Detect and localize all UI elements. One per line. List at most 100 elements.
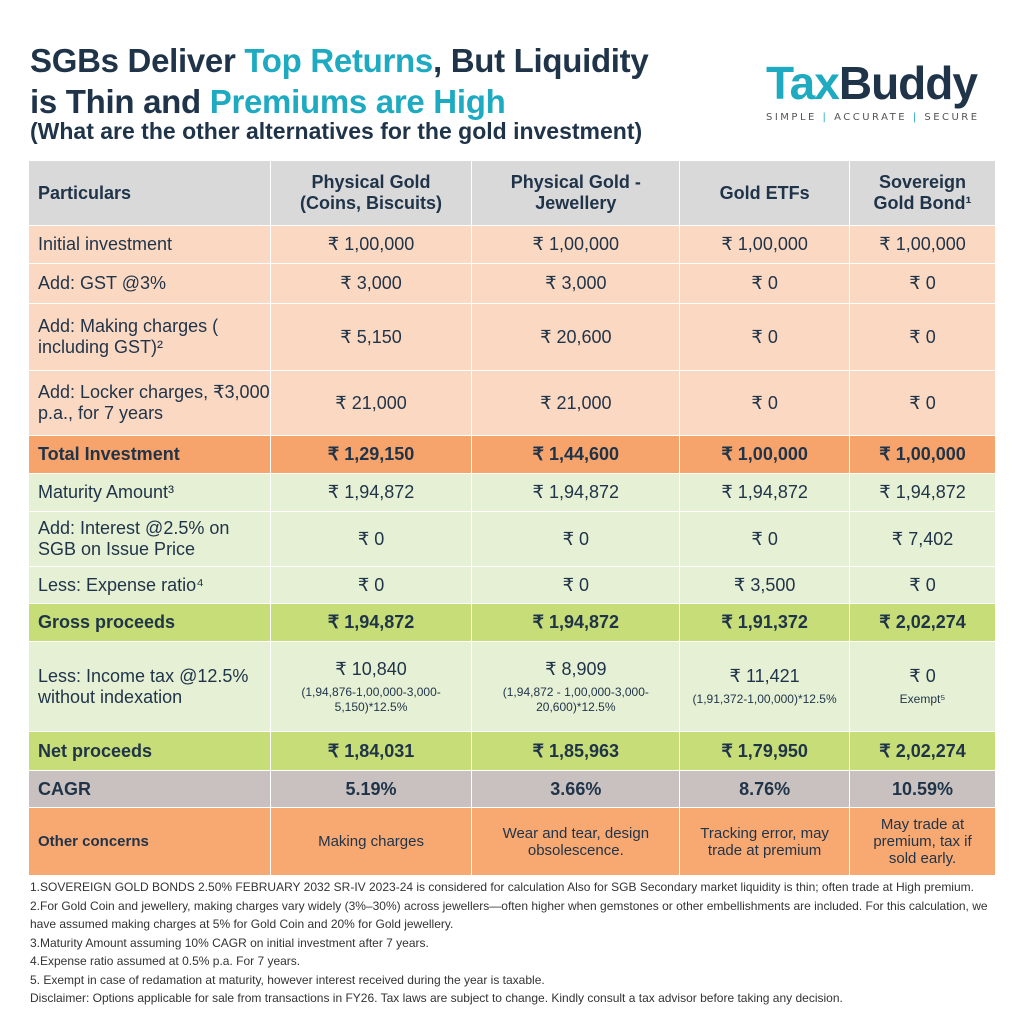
value: ₹ 5,150 <box>340 326 402 347</box>
cell-value: ₹ 1,29,150 <box>269 435 473 474</box>
table-row: Add: Interest @2.5% on SGB on Issue Pric… <box>28 511 996 567</box>
cell-value: ₹ 0 <box>471 566 681 604</box>
cell-value: ₹ 21,000 <box>471 370 681 436</box>
cell-value: ₹ 1,84,031 <box>269 731 473 771</box>
calculation-note: (1,94,872 - 1,00,000-3,000-20,600)*12.5% <box>502 684 649 714</box>
table-row: CAGR 5.19% 3.66% 8.76% 10.59% <box>28 770 996 808</box>
cell-value: ₹ 0 <box>269 566 473 604</box>
cell-value: Tracking error, may trade at premium <box>679 807 851 876</box>
value: ₹ 3,500 <box>733 574 796 595</box>
row-label: Add: GST @3% <box>28 263 271 304</box>
table-row: Add: Making charges ( including GST)² ₹ 5… <box>28 303 996 371</box>
logo-tax: Tax <box>766 57 840 109</box>
value: ₹ 1,85,963 <box>532 740 620 761</box>
value: 3.66% <box>550 778 602 799</box>
value: ₹ 0 <box>357 574 385 595</box>
value: ₹ 1,00,000 <box>879 234 966 254</box>
cell-value: ₹ 1,94,872 <box>269 603 473 642</box>
value: ₹ 7,402 <box>891 528 954 549</box>
title-text: is Thin and <box>30 83 210 120</box>
value: Wear and tear, design obsolescence. <box>502 824 650 859</box>
cell-value: ₹ 0 <box>849 370 996 436</box>
row-label: Net proceeds <box>28 731 271 771</box>
column-header: Sovereign Gold Bond¹ <box>849 160 996 226</box>
value: ₹ 11,421 <box>729 666 800 686</box>
cell-value: Making charges <box>269 807 473 876</box>
value: ₹ 1,00,000 <box>721 444 808 464</box>
tag: SECURE <box>924 112 980 123</box>
calculation-note: Exempt⁵ <box>899 692 946 706</box>
cell-value: ₹ 0 <box>679 303 851 371</box>
cell-value: ₹ 3,000 <box>471 263 681 304</box>
cell-value: ₹ 0 <box>849 263 996 304</box>
table-row: Gross proceeds ₹ 1,94,872 ₹ 1,94,872 ₹ 1,91… <box>28 603 996 642</box>
value: May trade at premium, tax if sold early. <box>873 816 972 867</box>
column-header: Gold ETFs <box>679 160 851 226</box>
calculation-note: (1,91,372-1,00,000)*12.5% <box>692 692 837 706</box>
cell-value: ₹ 1,94,872 <box>679 473 851 512</box>
sep: | <box>912 112 919 123</box>
value: ₹ 1,00,000 <box>327 234 415 254</box>
value: ₹ 0 <box>751 392 778 413</box>
cell-value: ₹ 1,00,000 <box>849 435 996 474</box>
value: ₹ 1,91,372 <box>721 612 808 632</box>
footnote: 4.Expense ratio assumed at 0.5% p.a. For… <box>30 954 301 968</box>
row-label: Less: Expense ratio⁴ <box>28 566 271 604</box>
logo-buddy: Buddy <box>838 57 978 109</box>
cell-value: ₹ 1,00,000 <box>471 225 681 264</box>
cell-value: ₹ 2,02,274 <box>849 731 996 771</box>
footnote: 3.Maturity Amount assuming 10% CAGR on i… <box>30 935 429 950</box>
cell-value: ₹ 1,00,000 <box>849 225 996 264</box>
value: ₹ 21,000 <box>335 392 407 413</box>
footnote: Disclaimer: Options applicable for sale … <box>30 991 843 1005</box>
cell-value: ₹ 1,79,950 <box>679 731 851 771</box>
cell-value: ₹ 0 <box>679 370 851 436</box>
value: ₹ 1,94,872 <box>532 482 620 502</box>
value: ₹ 1,94,872 <box>327 482 415 502</box>
row-label: Add: Making charges ( including GST)² <box>28 303 271 371</box>
cell-value: 8.76% <box>679 770 851 808</box>
cell-value: ₹ 3,500 <box>679 566 851 604</box>
comparison-table: Particulars Physical Gold (Coins, Biscuit… <box>28 160 996 876</box>
cell-value: ₹ 1,94,872 <box>849 473 996 512</box>
value: ₹ 0 <box>751 326 778 347</box>
row-label: Total Investment <box>28 435 271 474</box>
table-row: Less: Expense ratio⁴ ₹ 0 ₹ 0 ₹ 3,500 ₹ 0 <box>28 566 996 604</box>
cell-value: ₹ 0 <box>849 303 996 371</box>
value: ₹ 1,00,000 <box>879 444 966 464</box>
cell-value: ₹ 0 <box>679 263 851 304</box>
table-row: Maturity Amount³ ₹ 1,94,872 ₹ 1,94,872 ₹ 1,… <box>28 473 996 512</box>
cell-value: ₹ 7,402 <box>849 511 996 567</box>
row-label: Add: Interest @2.5% on SGB on Issue Pric… <box>28 511 271 567</box>
cell-value: ₹ 3,000 <box>269 263 473 304</box>
row-label: CAGR <box>28 770 271 808</box>
value: ₹ 1,94,872 <box>532 612 620 632</box>
tag: ACCURATE <box>834 112 908 123</box>
title-highlight: Premiums are High <box>209 83 506 120</box>
value: ₹ 0 <box>909 392 936 413</box>
value: ₹ 0 <box>909 326 936 347</box>
cell-value: 10.59% <box>849 770 996 808</box>
title-text: , But Liquidity <box>432 42 649 79</box>
calculation-note: (1,94,876-1,00,000-3,000-5,150)*12.5% <box>301 684 441 714</box>
footnote: 5. Exempt in case of redamation at matur… <box>30 972 545 987</box>
value: ₹ 0 <box>909 666 936 686</box>
value: ₹ 0 <box>357 528 385 549</box>
value: ₹ 3,000 <box>545 273 607 293</box>
value: ₹ 0 <box>562 574 590 595</box>
footnotes: 1.SOVEREIGN GOLD BONDS 2.50% FEBRUARY 20… <box>30 878 1000 1008</box>
row-label: Maturity Amount³ <box>28 473 271 512</box>
cell-value: ₹ 1,00,000 <box>679 435 851 474</box>
value: ₹ 0 <box>909 574 936 595</box>
value: ₹ 20,600 <box>540 326 612 347</box>
value: ₹ 2,02,274 <box>879 740 966 761</box>
cell-value: 3.66% <box>471 770 681 808</box>
cell-value: ₹ 11,421 (1,91,372-1,00,000)*12.5% <box>679 641 851 732</box>
value: 10.59% <box>891 778 954 799</box>
cell-value: ₹ 2,02,274 <box>849 603 996 642</box>
table-row: Initial investment ₹ 1,00,000 ₹ 1,00,000 ₹ … <box>28 225 996 264</box>
footnote: 1.SOVEREIGN GOLD BONDS 2.50% FEBRUARY 20… <box>30 880 974 894</box>
cell-value: ₹ 1,91,372 <box>679 603 851 642</box>
header-row: Particulars Physical Gold (Coins, Biscuit… <box>28 160 996 226</box>
footnote: 2.For Gold Coin and jewellery, making ch… <box>30 898 988 932</box>
